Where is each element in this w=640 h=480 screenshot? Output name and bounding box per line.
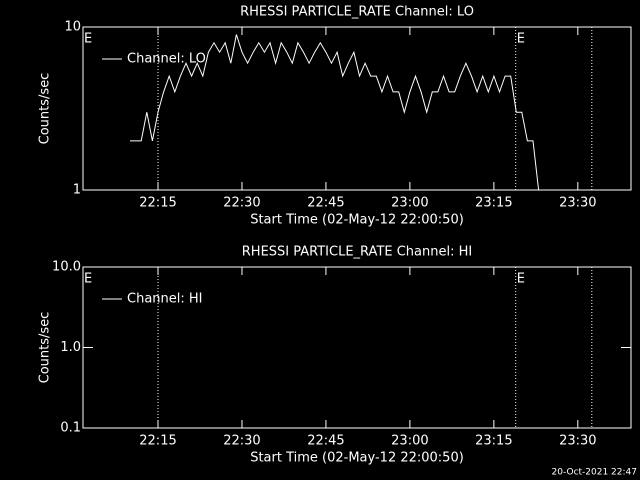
y-tick-label: 1.0 (60, 340, 81, 355)
event-flag: E (84, 272, 92, 287)
legend-label: Channel: HI (127, 292, 203, 307)
x-tick-label: 23:00 (391, 196, 428, 211)
x-tick-label: 22:15 (139, 196, 176, 211)
x-tick-label: 23:15 (475, 196, 512, 211)
x-axis-title: Start Time (02-May-12 22:00:50) (250, 213, 464, 228)
chart-title: RHESSI PARTICLE_RATE Channel: HI (242, 245, 472, 260)
x-tick-label: 22:45 (307, 196, 344, 211)
y-tick-label: 1 (73, 183, 81, 198)
footer: 20-Oct-2021 22:47 (552, 468, 637, 478)
legend-label: Channel: LO (127, 52, 206, 67)
y-axis-title: Counts/sec (38, 312, 53, 384)
x-tick-label: 22:30 (223, 196, 260, 211)
plot-frame (82, 266, 632, 429)
event-flag: E (517, 272, 525, 287)
x-tick-label: 23:15 (475, 434, 512, 449)
x-tick-label: 22:30 (223, 434, 260, 449)
x-tick-label: 22:45 (307, 434, 344, 449)
event-flag: E (84, 32, 92, 47)
y-tick-label: 0.1 (60, 421, 81, 436)
x-tick-label: 22:15 (139, 434, 176, 449)
x-tick-label: 23:00 (391, 434, 428, 449)
y-axis-title: Counts/sec (38, 73, 53, 145)
x-tick-label: 23:30 (559, 434, 596, 449)
y-tick-label: 10.0 (52, 260, 81, 275)
x-axis-title: Start Time (02-May-12 22:00:50) (250, 451, 464, 466)
plot-frame (82, 26, 632, 191)
y-tick-label: 10 (64, 20, 81, 35)
chart-title: RHESSI PARTICLE_RATE Channel: LO (240, 5, 474, 20)
x-tick-label: 23:30 (559, 196, 596, 211)
event-flag: E (517, 32, 525, 47)
